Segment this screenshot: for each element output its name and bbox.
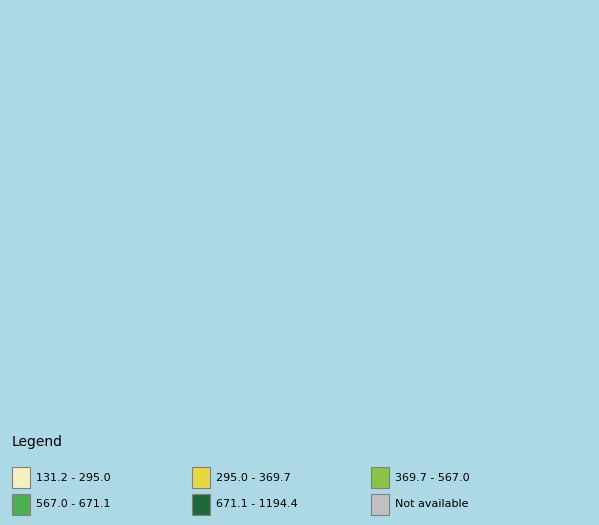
Text: Legend: Legend — [12, 435, 63, 449]
Bar — [12, 467, 30, 488]
Text: 295.0 - 369.7: 295.0 - 369.7 — [216, 472, 291, 483]
Text: Not available: Not available — [395, 499, 469, 509]
Bar — [371, 467, 389, 488]
Text: 671.1 - 1194.4: 671.1 - 1194.4 — [216, 499, 297, 509]
Bar — [192, 494, 210, 514]
Text: 131.2 - 295.0: 131.2 - 295.0 — [36, 472, 111, 483]
Bar — [371, 494, 389, 514]
Bar — [12, 494, 30, 514]
Text: 369.7 - 567.0: 369.7 - 567.0 — [395, 472, 470, 483]
Text: 567.0 - 671.1: 567.0 - 671.1 — [36, 499, 110, 509]
Bar — [192, 467, 210, 488]
